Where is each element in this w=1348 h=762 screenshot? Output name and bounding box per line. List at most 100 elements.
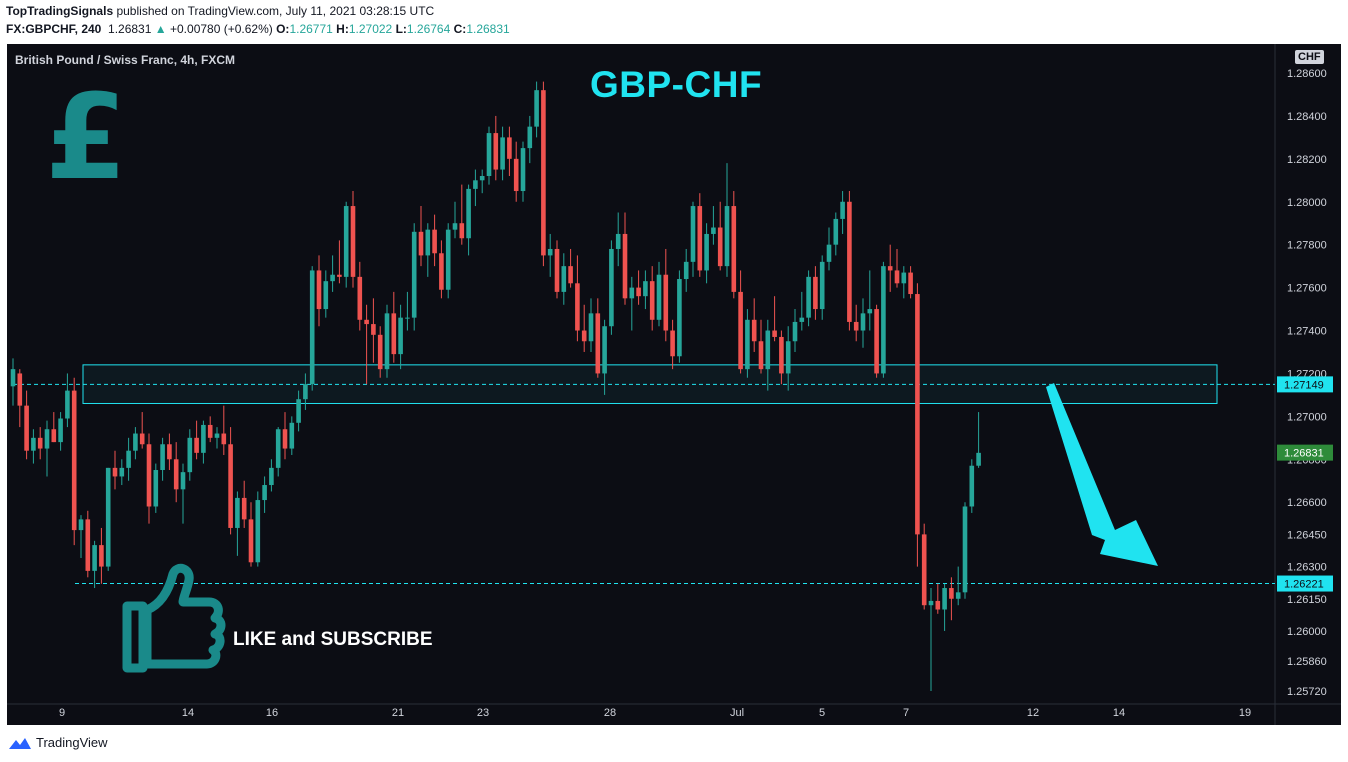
candle-body[interactable] xyxy=(901,272,907,284)
candle-body[interactable] xyxy=(908,272,913,295)
candle-body[interactable] xyxy=(112,467,118,477)
candle-body[interactable] xyxy=(894,270,900,284)
candle-body[interactable] xyxy=(500,137,505,170)
candle-body[interactable] xyxy=(126,450,131,468)
candle-body[interactable] xyxy=(493,133,499,170)
candle-body[interactable] xyxy=(92,545,97,571)
candle-body[interactable] xyxy=(785,341,791,374)
candle-body[interactable] xyxy=(921,534,927,606)
candle-body[interactable] xyxy=(411,231,417,318)
candle-body[interactable] xyxy=(860,313,866,331)
candle-body[interactable] xyxy=(527,126,533,149)
candle-body[interactable] xyxy=(303,384,308,400)
candle-body[interactable] xyxy=(622,233,628,299)
candle-body[interactable] xyxy=(153,470,159,507)
candle-body[interactable] xyxy=(595,313,601,374)
candle-body[interactable] xyxy=(160,444,165,471)
candle-body[interactable] xyxy=(615,233,621,249)
candle-body[interactable] xyxy=(105,467,111,567)
candle-body[interactable] xyxy=(71,390,77,531)
candle-body[interactable] xyxy=(867,309,873,314)
candle-body[interactable] xyxy=(65,390,70,419)
candle-body[interactable] xyxy=(547,248,553,256)
candle-body[interactable] xyxy=(588,313,594,342)
candle-body[interactable] xyxy=(731,206,737,292)
candle-body[interactable] xyxy=(364,319,369,325)
candle-body[interactable] xyxy=(575,283,580,331)
candle-body[interactable] xyxy=(255,500,261,563)
candle-body[interactable] xyxy=(296,399,301,423)
candle-body[interactable] xyxy=(826,244,832,262)
candle-body[interactable] xyxy=(44,429,50,449)
candle-body[interactable] xyxy=(85,519,91,571)
candle-body[interactable] xyxy=(371,324,376,335)
candle-body[interactable] xyxy=(969,465,975,507)
candle-body[interactable] xyxy=(241,497,247,520)
candle-body[interactable] xyxy=(643,281,648,297)
candle-body[interactable] xyxy=(840,201,845,219)
candle-body[interactable] xyxy=(173,459,179,490)
candle-body[interactable] xyxy=(853,321,859,331)
candle-body[interactable] xyxy=(99,545,104,567)
candle-body[interactable] xyxy=(751,319,757,342)
candle-body[interactable] xyxy=(738,291,743,370)
candle-body[interactable] xyxy=(758,341,764,370)
candle-body[interactable] xyxy=(541,90,546,256)
candle-body[interactable] xyxy=(520,148,526,192)
candle-body[interactable] xyxy=(663,274,669,331)
candle-body[interactable] xyxy=(670,330,675,357)
candle-body[interactable] xyxy=(316,270,322,310)
candle-body[interactable] xyxy=(649,281,655,320)
candle-body[interactable] xyxy=(235,497,240,528)
candle-body[interactable] xyxy=(214,433,220,438)
candle-body[interactable] xyxy=(262,485,267,501)
candle-body[interactable] xyxy=(942,588,947,610)
candle-body[interactable] xyxy=(282,429,288,449)
candle-body[interactable] xyxy=(119,467,125,477)
candle-body[interactable] xyxy=(636,287,641,297)
candle-body[interactable] xyxy=(180,472,186,490)
candlestick-chart[interactable]: 1.28600 1.28400 1.28200 1.28000 1.27800 1.276… xyxy=(7,44,1341,725)
candle-body[interactable] xyxy=(466,188,471,239)
candle-body[interactable] xyxy=(765,330,771,370)
candle-body[interactable] xyxy=(568,266,573,284)
candle-body[interactable] xyxy=(847,201,852,322)
candle-body[interactable] xyxy=(792,321,798,342)
chart-panel[interactable]: 1.28600 1.28400 1.28200 1.28000 1.27800 1.276… xyxy=(7,44,1341,725)
candle-body[interactable] xyxy=(833,218,839,245)
candle-body[interactable] xyxy=(806,276,811,318)
candle-body[interactable] xyxy=(194,437,199,453)
candle-body[interactable] xyxy=(221,433,227,445)
candle-body[interactable] xyxy=(343,206,349,277)
candle-body[interactable] xyxy=(813,276,818,310)
candle-body[interactable] xyxy=(697,206,703,271)
candle-body[interactable] xyxy=(772,330,777,337)
author-name[interactable]: TopTradingSignals xyxy=(6,4,114,18)
candle-body[interactable] xyxy=(201,424,206,453)
down-arrow-annotation[interactable] xyxy=(1046,383,1158,566)
candle-body[interactable] xyxy=(459,223,465,239)
candle-body[interactable] xyxy=(949,588,954,599)
candle-body[interactable] xyxy=(350,206,356,277)
candle-body[interactable] xyxy=(337,274,342,277)
currency-badge[interactable]: CHF xyxy=(1295,50,1324,64)
candle-body[interactable] xyxy=(405,317,410,319)
candle-body[interactable] xyxy=(554,248,560,292)
candle-body[interactable] xyxy=(452,223,458,230)
candle-body[interactable] xyxy=(711,227,716,234)
candle-body[interactable] xyxy=(629,287,635,299)
candle-body[interactable] xyxy=(928,600,934,606)
candle-body[interactable] xyxy=(745,319,750,370)
candle-body[interactable] xyxy=(609,248,614,327)
candle-body[interactable] xyxy=(289,422,295,449)
candle-body[interactable] xyxy=(656,274,662,320)
candle-body[interactable] xyxy=(677,279,682,357)
candle-body[interactable] xyxy=(507,137,512,159)
candle-body[interactable] xyxy=(704,233,709,271)
candle-body[interactable] xyxy=(133,433,138,451)
candle-body[interactable] xyxy=(357,276,363,320)
candle-body[interactable] xyxy=(799,317,805,322)
candle-body[interactable] xyxy=(309,270,315,385)
candle-body[interactable] xyxy=(167,444,172,460)
candle-body[interactable] xyxy=(602,326,607,374)
